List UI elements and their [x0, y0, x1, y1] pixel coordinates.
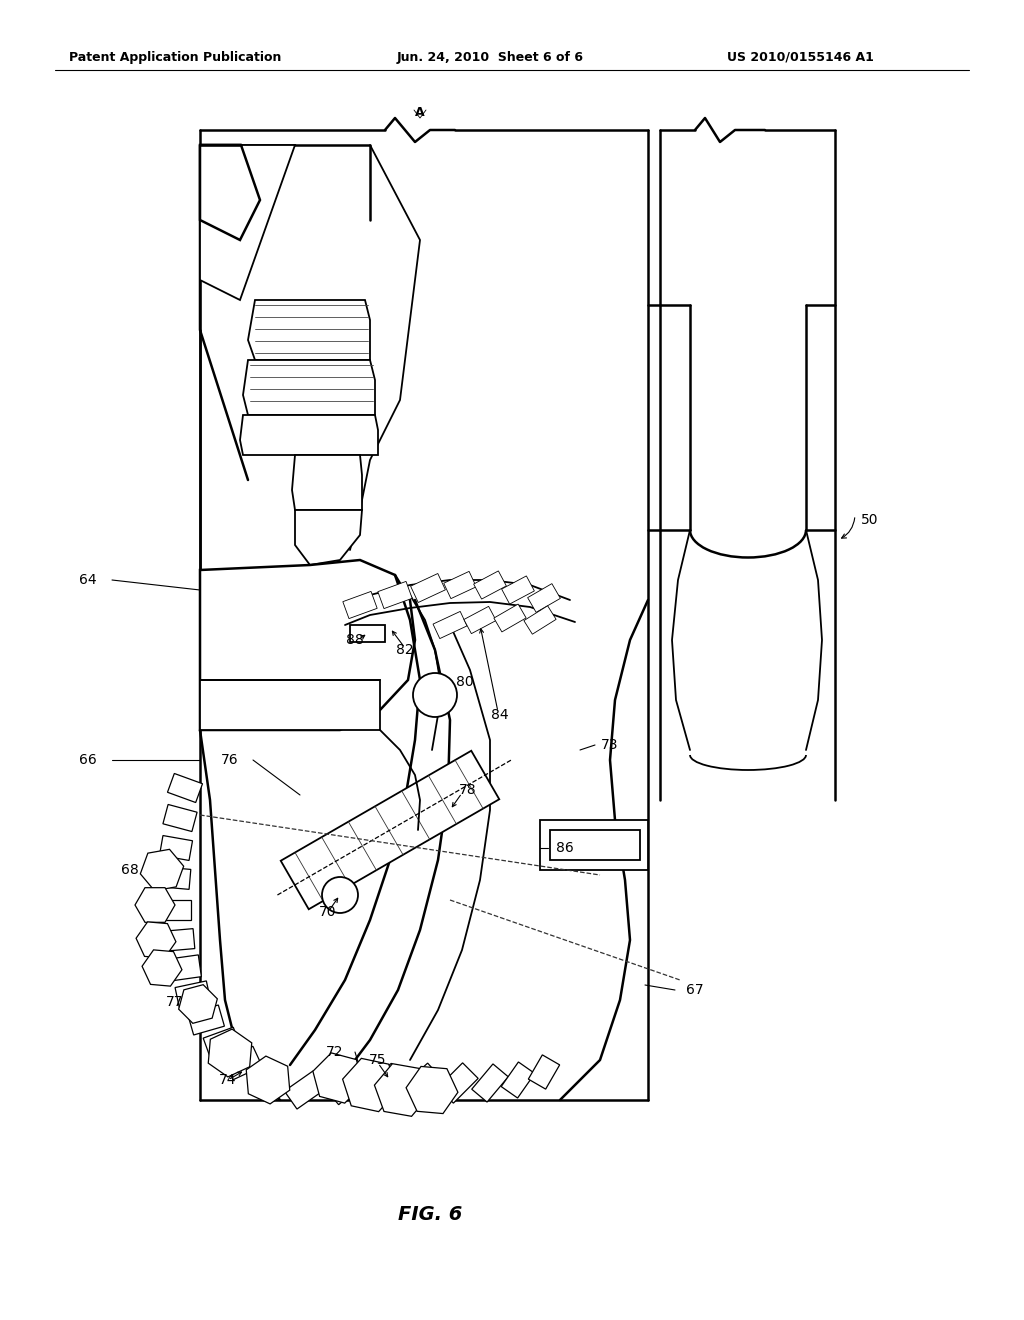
Text: 88: 88: [346, 634, 364, 647]
Polygon shape: [240, 414, 378, 455]
Polygon shape: [343, 591, 377, 619]
Polygon shape: [474, 572, 506, 599]
Polygon shape: [168, 774, 203, 803]
Polygon shape: [501, 1063, 535, 1098]
Polygon shape: [248, 300, 370, 360]
Text: Jun. 24, 2010  Sheet 6 of 6: Jun. 24, 2010 Sheet 6 of 6: [396, 50, 584, 63]
Text: 77: 77: [166, 995, 183, 1008]
Polygon shape: [375, 1064, 430, 1117]
Polygon shape: [224, 1047, 262, 1080]
Polygon shape: [407, 1067, 458, 1114]
Text: 74: 74: [219, 1073, 237, 1086]
Text: 72: 72: [327, 1045, 344, 1059]
Polygon shape: [550, 830, 640, 861]
Text: 70: 70: [319, 906, 337, 919]
Polygon shape: [160, 836, 193, 861]
Polygon shape: [135, 887, 175, 923]
Polygon shape: [528, 1055, 560, 1089]
Polygon shape: [140, 849, 183, 891]
Polygon shape: [378, 581, 413, 609]
Polygon shape: [200, 145, 295, 300]
Polygon shape: [443, 572, 476, 599]
Text: 80: 80: [456, 675, 474, 689]
Polygon shape: [313, 1053, 364, 1104]
Circle shape: [413, 673, 457, 717]
Polygon shape: [203, 1027, 241, 1059]
Text: 75: 75: [370, 1053, 387, 1067]
Polygon shape: [161, 929, 195, 952]
Text: Patent Application Publication: Patent Application Publication: [69, 50, 282, 63]
Polygon shape: [175, 981, 211, 1008]
Text: 78: 78: [459, 783, 477, 797]
Polygon shape: [433, 611, 467, 639]
Text: 67: 67: [686, 983, 703, 997]
Polygon shape: [159, 900, 191, 920]
Polygon shape: [401, 1063, 442, 1104]
Polygon shape: [178, 985, 217, 1023]
Polygon shape: [494, 605, 526, 632]
Polygon shape: [200, 145, 260, 240]
Polygon shape: [246, 1056, 290, 1104]
Polygon shape: [472, 1064, 508, 1102]
Polygon shape: [200, 560, 415, 730]
Polygon shape: [292, 455, 362, 510]
Text: 84: 84: [492, 708, 509, 722]
Polygon shape: [524, 606, 556, 634]
Circle shape: [322, 876, 358, 913]
Polygon shape: [350, 624, 385, 642]
Text: A: A: [415, 106, 425, 119]
Polygon shape: [464, 606, 496, 634]
Polygon shape: [142, 950, 182, 986]
Polygon shape: [200, 680, 380, 730]
Polygon shape: [411, 573, 445, 602]
Polygon shape: [249, 1063, 288, 1097]
Text: 64: 64: [79, 573, 97, 587]
Text: US 2010/0155146 A1: US 2010/0155146 A1: [727, 50, 873, 63]
Polygon shape: [325, 1065, 366, 1105]
Text: 73: 73: [601, 738, 618, 752]
Polygon shape: [365, 1064, 406, 1102]
Text: 76: 76: [221, 752, 239, 767]
Polygon shape: [285, 1071, 326, 1109]
Polygon shape: [540, 820, 648, 870]
Text: 82: 82: [396, 643, 414, 657]
Text: 66: 66: [79, 752, 97, 767]
Polygon shape: [136, 921, 176, 958]
Polygon shape: [502, 576, 535, 605]
Text: 50: 50: [861, 513, 879, 527]
Polygon shape: [167, 954, 202, 981]
Text: FIG. 6: FIG. 6: [397, 1205, 462, 1225]
Polygon shape: [243, 360, 375, 414]
Polygon shape: [281, 751, 500, 909]
Polygon shape: [158, 867, 190, 890]
Text: 68: 68: [121, 863, 139, 876]
Polygon shape: [163, 804, 197, 832]
Polygon shape: [527, 583, 560, 612]
Text: 86: 86: [556, 841, 573, 855]
Polygon shape: [295, 510, 362, 565]
Polygon shape: [438, 1063, 478, 1104]
Polygon shape: [343, 1059, 397, 1111]
Polygon shape: [208, 1030, 252, 1077]
Polygon shape: [187, 1005, 224, 1035]
